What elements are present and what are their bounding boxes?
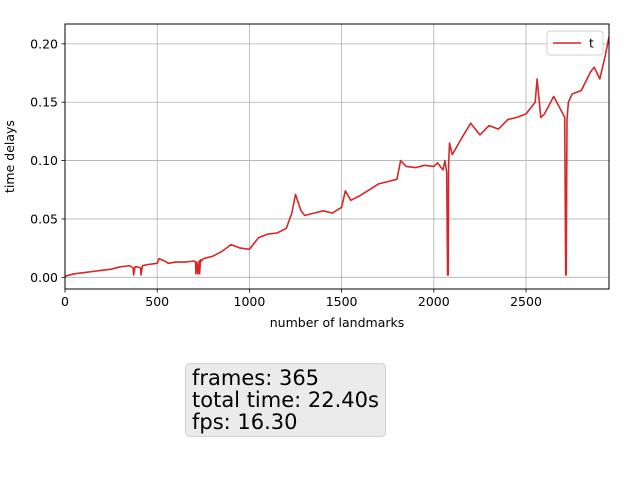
y-tick-label: 0.00 xyxy=(30,270,58,285)
series-line-t xyxy=(65,36,609,277)
y-tick-label: 0.10 xyxy=(30,153,58,168)
series-layer xyxy=(65,36,609,277)
x-tick-label: 2500 xyxy=(510,294,542,309)
fps-text: fps: 16.30 xyxy=(192,410,298,434)
legend: t xyxy=(546,30,604,56)
x-tick-label: 500 xyxy=(145,294,169,309)
x-tick-label: 1000 xyxy=(234,294,266,309)
x-tick-label: 1500 xyxy=(326,294,358,309)
stats-box: frames: 365 total time: 22.40s fps: 16.3… xyxy=(185,363,386,437)
plot-frame xyxy=(64,23,610,290)
legend-label: t xyxy=(589,36,594,51)
x-axis-label: number of landmarks xyxy=(270,315,405,330)
y-axis-label: time delays xyxy=(2,120,17,193)
x-tick-label: 0 xyxy=(61,294,69,309)
x-tick-label: 2000 xyxy=(418,294,450,309)
y-tick-label: 0.05 xyxy=(30,211,58,226)
grid-lines xyxy=(64,24,609,289)
y-axis-ticks: 0.00 0.05 0.10 0.15 0.20 xyxy=(30,36,65,285)
x-axis-ticks: 0 500 1000 1500 2000 2500 xyxy=(61,289,542,309)
y-tick-label: 0.15 xyxy=(30,95,58,110)
total-time-text: total time: 22.40s xyxy=(192,388,379,412)
frames-text: frames: 365 xyxy=(192,366,320,390)
y-tick-label: 0.20 xyxy=(30,36,58,51)
